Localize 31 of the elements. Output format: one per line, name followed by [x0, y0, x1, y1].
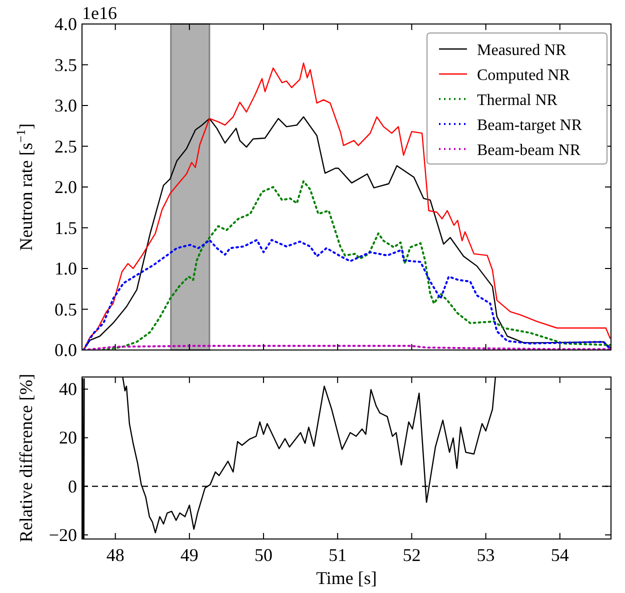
line-series: [82, 238, 611, 350]
y-tick-label: 0.0: [54, 340, 77, 360]
y-tick-label: 4.0: [54, 14, 77, 34]
x-tick-label: 54: [550, 545, 569, 565]
y-tick-label: 2.0: [54, 177, 77, 197]
y-tick-label: 0.5: [54, 299, 77, 320]
y-tick-label: 3.5: [54, 54, 77, 75]
x-tick-label: 53: [476, 545, 495, 565]
legend-label: Beam-beam NR: [477, 142, 581, 159]
legend-label: Beam-target NR: [477, 117, 582, 134]
y-tick-label: −20: [48, 524, 77, 545]
text: 1e16: [82, 3, 117, 23]
x-tick-label: 50: [254, 545, 273, 565]
y-tick-label: 40: [59, 379, 77, 400]
line-series: [102, 180, 611, 350]
y-tick-label: 20: [59, 428, 77, 448]
x-tick-label: 51: [328, 545, 347, 565]
legend-label: Measured NR: [477, 42, 567, 59]
y-tick-label: 0: [68, 476, 77, 496]
y-tick-label: 1.0: [54, 258, 77, 278]
y-tick-label: 3.0: [54, 96, 77, 116]
y-axis-title: Relative difference [%]: [16, 374, 36, 542]
y-tick-label: 1.5: [54, 218, 77, 238]
line-series: [82, 62, 611, 350]
x-tick-label: 48: [106, 545, 124, 565]
x-tick-label: 52: [402, 545, 421, 565]
x-axis-title: Time [s]: [316, 568, 377, 588]
y-tick-label: 2.5: [54, 136, 77, 156]
x-tick-label: 49: [180, 545, 198, 565]
legend-label: Computed NR: [477, 67, 570, 84]
legend-label: Thermal NR: [477, 92, 558, 109]
